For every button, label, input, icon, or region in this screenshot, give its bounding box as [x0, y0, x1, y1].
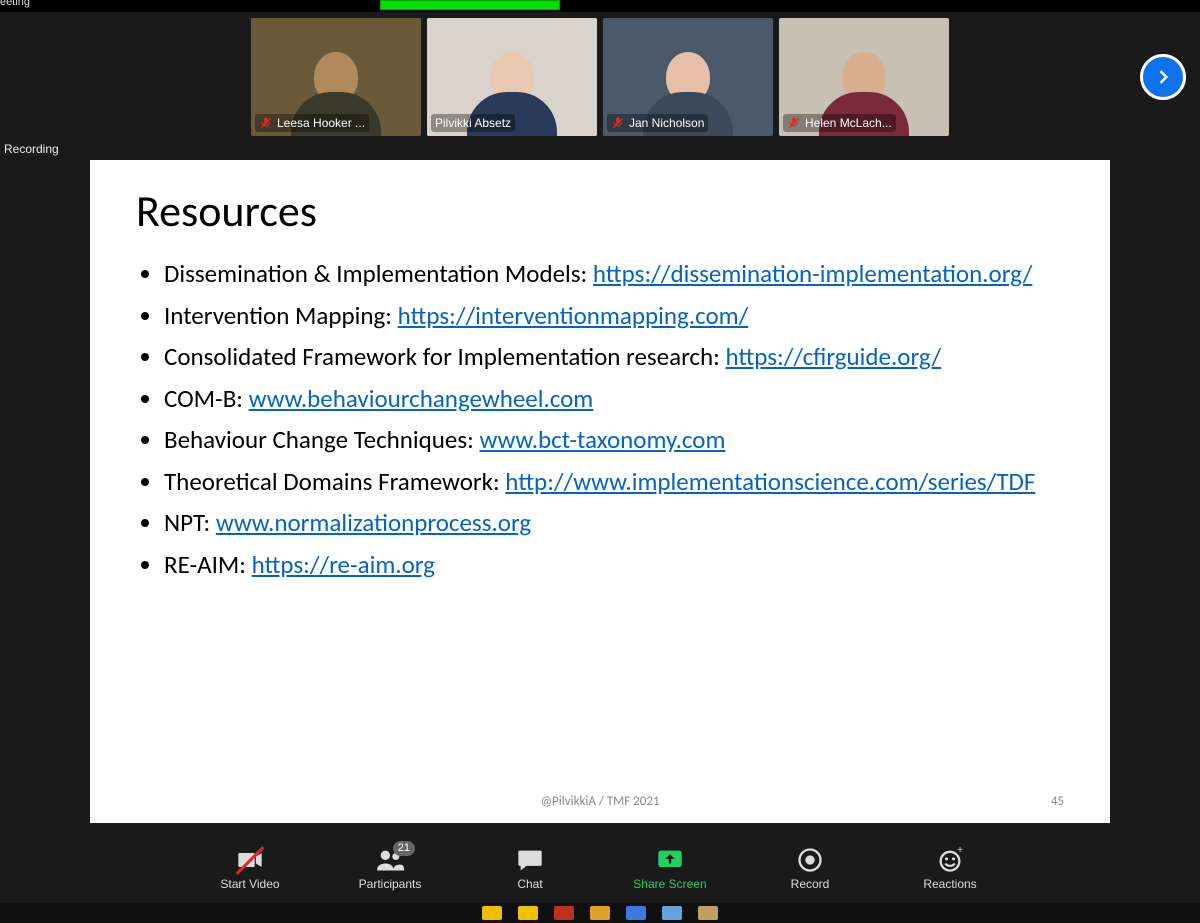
record-icon	[796, 846, 824, 874]
record-label: Record	[791, 877, 830, 891]
resource-link[interactable]: http://www.implementationscience.com/ser…	[505, 466, 1035, 497]
chat-button[interactable]: Chat	[491, 845, 569, 891]
resource-link[interactable]: https://interventionmapping.com/	[398, 300, 749, 331]
participants-label: Participants	[359, 877, 422, 891]
gallery-next-button[interactable]	[1140, 54, 1186, 100]
start-video-button[interactable]: Start Video	[211, 845, 289, 891]
bullet-label: NPT:	[164, 507, 216, 538]
bullet-label: Behaviour Change Techniques:	[164, 424, 479, 455]
taskbar-app[interactable]	[662, 906, 682, 920]
taskbar-app[interactable]	[590, 906, 610, 920]
recording-indicator: Recording	[0, 142, 1200, 160]
mic-muted-icon	[611, 116, 625, 130]
participant-name-label: Pilvikki Absetz	[431, 114, 515, 132]
taskbar-app[interactable]	[482, 906, 502, 920]
slide-bullet-list: Dissemination & Implementation Models: h…	[136, 256, 1064, 582]
slide-title: Resources	[136, 184, 1064, 238]
slide-bullet: Theoretical Domains Framework: http://ww…	[164, 464, 1064, 500]
video-tile[interactable]: Pilvikki Absetz	[427, 18, 597, 136]
resource-link[interactable]: www.bct-taxonomy.com	[479, 424, 725, 455]
presentation-slide: Resources Dissemination & Implementation…	[90, 160, 1110, 823]
meeting-label: eeting	[0, 0, 30, 8]
chat-label: Chat	[517, 877, 542, 891]
shared-screen-area: Resources Dissemination & Implementation…	[0, 160, 1200, 829]
slide-bullet: Dissemination & Implementation Models: h…	[164, 256, 1064, 292]
reactions-icon: +	[936, 846, 964, 874]
video-tile[interactable]: Helen McLach...	[779, 18, 949, 136]
bullet-label: COM-B:	[164, 383, 249, 414]
os-taskbar[interactable]	[0, 903, 1200, 923]
meeting-toolbar: Start Video 21 Participants Chat Share S…	[0, 829, 1200, 903]
slide-bullet: Consolidated Framework for Implementatio…	[164, 339, 1064, 375]
slide-bullet: Behaviour Change Techniques: www.bct-tax…	[164, 422, 1064, 458]
reactions-button[interactable]: + Reactions	[911, 845, 989, 891]
slide-bullet: NPT: www.normalizationprocess.org	[164, 505, 1064, 541]
chevron-right-icon	[1153, 67, 1173, 87]
share-screen-label: Share Screen	[633, 877, 706, 891]
bullet-label: Dissemination & Implementation Models:	[164, 258, 593, 289]
video-tile[interactable]: Leesa Hooker ...	[251, 18, 421, 136]
participant-name-label: Helen McLach...	[783, 114, 896, 132]
bullet-label: Consolidated Framework for Implementatio…	[164, 341, 725, 372]
bullet-label: Theoretical Domains Framework:	[164, 466, 505, 497]
resource-link[interactable]: https://cfirguide.org/	[725, 341, 941, 372]
reactions-label: Reactions	[923, 877, 976, 891]
mic-muted-icon	[787, 116, 801, 130]
slide-bullet: RE-AIM: https://re-aim.org	[164, 547, 1064, 583]
svg-text:+: +	[957, 846, 963, 856]
taskbar-app[interactable]	[626, 906, 646, 920]
resource-link[interactable]: www.behaviourchangewheel.com	[249, 383, 594, 414]
resource-link[interactable]: www.normalizationprocess.org	[216, 507, 531, 538]
slide-bullet: Intervention Mapping: https://interventi…	[164, 298, 1064, 334]
taskbar-app[interactable]	[698, 906, 718, 920]
mic-muted-icon	[259, 116, 273, 130]
participants-button[interactable]: 21 Participants	[351, 845, 429, 891]
window-topbar: eeting	[0, 0, 1200, 12]
recording-label: Recording	[4, 142, 59, 156]
slide-page-number: 45	[1051, 794, 1064, 809]
taskbar-app[interactable]	[554, 906, 574, 920]
slide-bullet: COM-B: www.behaviourchangewheel.com	[164, 381, 1064, 417]
active-speaker-indicator	[380, 0, 560, 10]
bullet-label: Intervention Mapping:	[164, 300, 398, 331]
slide-footer: @PilvikkiA / TMF 2021	[90, 794, 1110, 809]
video-gallery: Leesa Hooker ... Pilvikki Absetz Jan Nic…	[0, 12, 1200, 142]
share-screen-icon	[656, 846, 684, 874]
resource-link[interactable]: https://dissemination-implementation.org…	[593, 258, 1032, 289]
video-tile[interactable]: Jan Nicholson	[603, 18, 773, 136]
taskbar-app[interactable]	[518, 906, 538, 920]
resource-link[interactable]: https://re-aim.org	[252, 549, 435, 580]
share-screen-button[interactable]: Share Screen	[631, 845, 709, 891]
participant-name-label: Leesa Hooker ...	[255, 114, 369, 132]
participant-name-label: Jan Nicholson	[607, 114, 708, 132]
start-video-label: Start Video	[220, 877, 279, 891]
participants-count-badge: 21	[393, 841, 415, 856]
chat-icon	[516, 846, 544, 874]
bullet-label: RE-AIM:	[164, 549, 252, 580]
record-button[interactable]: Record	[771, 845, 849, 891]
